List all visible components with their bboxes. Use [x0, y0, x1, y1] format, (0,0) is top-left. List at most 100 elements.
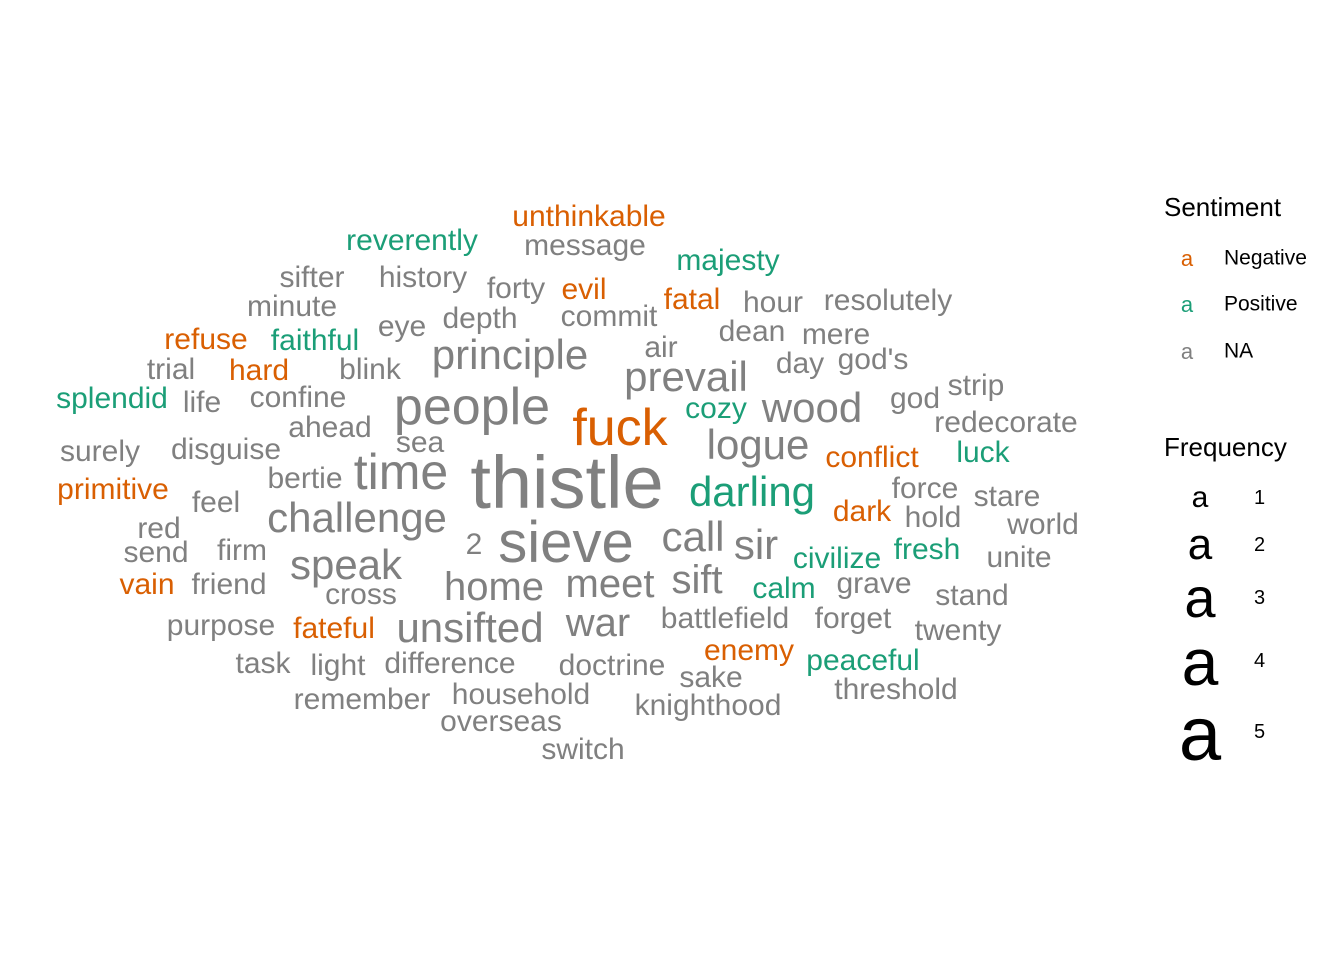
word-redecorate: redecorate: [934, 406, 1078, 439]
word-remember: remember: [293, 683, 431, 716]
word-time: time: [353, 444, 449, 500]
word-conflict: conflict: [825, 441, 919, 474]
word-history: history: [378, 261, 468, 294]
word-fatal: fatal: [663, 283, 721, 316]
word-2: 2: [465, 528, 483, 561]
word-light: light: [310, 649, 366, 682]
word-primitive: primitive: [57, 473, 169, 506]
word-sea: sea: [395, 426, 445, 459]
word-force: force: [891, 472, 959, 505]
word-fresh: fresh: [893, 533, 961, 566]
word-twenty: twenty: [914, 614, 1002, 647]
word-unthinkable: unthinkable: [512, 200, 666, 233]
frequency-key-1: a: [1191, 481, 1209, 514]
word-civilize: civilize: [792, 542, 882, 575]
word-surely: surely: [59, 435, 141, 468]
word-dark: dark: [832, 495, 892, 528]
word-people: people: [393, 378, 551, 436]
frequency-key-5: a: [1178, 692, 1222, 777]
word-refuse: refuse: [164, 323, 248, 356]
word-splendid: splendid: [56, 382, 168, 415]
word-challenge: challenge: [267, 494, 447, 541]
word-god: god: [889, 382, 941, 415]
legend-label-na: NA: [1224, 339, 1254, 363]
word-principle: principle: [431, 331, 589, 378]
word-bertie: bertie: [267, 462, 343, 495]
word-feel: feel: [191, 486, 241, 519]
word-grave: grave: [836, 567, 912, 600]
word-prevail: prevail: [624, 353, 748, 400]
word-logue: logue: [706, 421, 810, 468]
word-god-s: god's: [837, 343, 909, 376]
word-dean: dean: [718, 315, 786, 348]
word-task: task: [235, 647, 291, 680]
word-trial: trial: [146, 353, 196, 386]
word-disguise: disguise: [170, 433, 282, 466]
word-overseas: overseas: [440, 705, 562, 738]
word-darling: darling: [688, 468, 816, 515]
word-purpose: purpose: [166, 609, 276, 642]
word-eye: eye: [377, 310, 427, 343]
frequency-label-5: 5: [1254, 721, 1266, 743]
frequency-key-2: a: [1187, 520, 1213, 569]
word-stand: stand: [935, 579, 1009, 612]
word-calm: calm: [752, 572, 816, 605]
word-hour: hour: [742, 286, 804, 319]
word-peaceful: peaceful: [806, 644, 920, 677]
word-commit: commit: [560, 300, 658, 333]
word-cross: cross: [325, 578, 397, 611]
word-sieve: sieve: [498, 510, 634, 575]
word-call: call: [661, 513, 725, 560]
word-evil: evil: [561, 273, 607, 306]
word-depth: depth: [442, 302, 518, 335]
word-fateful: fateful: [293, 612, 375, 645]
word-wood: wood: [761, 384, 863, 431]
word-majesty: majesty: [676, 244, 780, 277]
legend: Sentiment a Negative a Positive a NA Fre…: [1150, 0, 1340, 960]
word-forty: forty: [486, 272, 546, 305]
word-thistle: thistle: [470, 441, 664, 524]
word-enemy: enemy: [703, 634, 795, 667]
word-switch: switch: [541, 733, 625, 766]
word-hard: hard: [228, 354, 290, 387]
word-cozy: cozy: [685, 392, 747, 425]
word-hold: hold: [904, 501, 962, 534]
word-blink: blink: [339, 353, 401, 386]
word-forget: forget: [814, 602, 892, 635]
word-battlefield: battlefield: [660, 602, 790, 635]
frequency-label-4: 4: [1254, 650, 1266, 672]
word-speak: speak: [289, 541, 403, 588]
word-stare: stare: [973, 480, 1041, 513]
word-strip: strip: [947, 369, 1005, 402]
legend-label-positive: Positive: [1224, 292, 1298, 316]
word-doctrine: doctrine: [558, 649, 666, 682]
word-ahead: ahead: [288, 411, 372, 444]
frequency-legend-title: Frequency: [1164, 432, 1287, 462]
word-threshold: threshold: [834, 673, 958, 706]
sentiment-legend-title: Sentiment: [1164, 192, 1282, 222]
word-fuck: fuck: [572, 399, 668, 457]
legend-key-na: a: [1180, 339, 1194, 364]
word-world: world: [1007, 508, 1079, 541]
word-reverently: reverently: [346, 224, 478, 257]
word-war: war: [565, 601, 631, 645]
word-faithful: faithful: [270, 324, 360, 357]
word-sift: sift: [671, 558, 723, 602]
word-difference: difference: [384, 647, 516, 680]
word-send: send: [123, 536, 189, 569]
word-red: red: [137, 512, 181, 545]
word-vain: vain: [119, 568, 175, 601]
word-meet: meet: [565, 562, 655, 606]
word-message: message: [524, 229, 646, 262]
word-sake: sake: [679, 661, 743, 694]
word-home: home: [443, 565, 545, 609]
legend-key-negative: a: [1180, 246, 1194, 271]
word-unsifted: unsifted: [396, 604, 544, 651]
word-knighthood: knighthood: [634, 689, 782, 722]
frequency-label-3: 3: [1254, 587, 1266, 609]
word-friend: friend: [191, 568, 267, 601]
word-unite: unite: [986, 541, 1052, 574]
word-mere: mere: [801, 318, 871, 351]
word-confine: confine: [249, 381, 347, 414]
